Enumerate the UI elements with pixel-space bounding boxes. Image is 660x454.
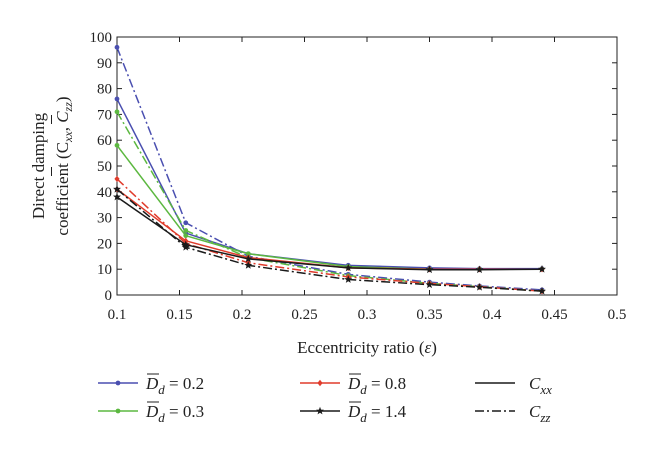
legend-style-item: Czz xyxy=(475,402,550,425)
legend-label: Dd = 0.8 xyxy=(347,374,406,397)
legend-style-item: Cxx xyxy=(475,374,552,397)
data-point xyxy=(344,275,353,283)
x-tick-label: 0.5 xyxy=(608,307,627,323)
data-point xyxy=(113,192,121,201)
x-tick-label: 0.25 xyxy=(291,307,317,323)
legend-swatch-marker xyxy=(317,379,323,387)
data-point xyxy=(113,185,121,193)
data-point xyxy=(344,263,353,272)
data-point xyxy=(114,109,120,115)
data-point xyxy=(114,44,120,50)
x-tick-label: 0.1 xyxy=(108,307,127,323)
y-tick-label: 30 xyxy=(97,211,112,227)
data-point xyxy=(425,265,434,274)
legend-label: Dd = 1.4 xyxy=(347,402,407,425)
data-point xyxy=(183,228,189,233)
data-point xyxy=(245,251,251,257)
legend-label: Dd = 0.3 xyxy=(145,402,204,425)
x-axis-title: Eccentricity ratio (ε) xyxy=(297,338,437,357)
legend-item: Dd = 0.8 xyxy=(300,373,406,397)
y-tick-label: 40 xyxy=(97,185,112,201)
data-point xyxy=(114,175,120,183)
legend-style-label: Cxx xyxy=(529,374,552,397)
series-7-czz xyxy=(113,185,546,295)
data-point xyxy=(425,280,434,289)
x-tick-label: 0.4 xyxy=(483,307,502,323)
data-point xyxy=(538,265,546,273)
y-axis-title: Direct damping coefficient (Cxx, Czz) xyxy=(29,96,75,235)
data-point xyxy=(538,286,546,295)
legend-swatch-marker xyxy=(316,406,324,415)
data-point xyxy=(475,265,484,274)
data-point xyxy=(181,243,190,251)
data-point xyxy=(475,283,484,291)
legend-swatch-marker xyxy=(115,408,121,414)
data-point xyxy=(183,233,189,239)
y-axis-title-line1: Direct damping xyxy=(29,112,48,219)
legend-label: Dd = 0.2 xyxy=(145,374,204,397)
legend-item: Dd = 1.4 xyxy=(300,401,407,425)
axis-ticks: 0.1 0.15 0.2 0.25 0.3 0.35 0.4 0.45 0.5 0 10 20 30 40… xyxy=(90,30,627,323)
legend-style-label: Czz xyxy=(529,402,550,425)
data-point xyxy=(183,220,189,226)
plot-area xyxy=(116,36,618,296)
data-point xyxy=(244,254,253,263)
y-tick-label: 50 xyxy=(97,159,112,175)
x-tick-label: 0.15 xyxy=(166,307,192,323)
y-tick-label: 60 xyxy=(97,133,112,149)
legend-swatch-marker xyxy=(115,380,121,386)
data-point xyxy=(114,142,120,148)
x-tick-label: 0.2 xyxy=(233,307,252,323)
legend-item: Dd = 0.3 xyxy=(98,401,204,425)
series-layer xyxy=(113,44,546,295)
data-point xyxy=(114,96,120,102)
y-tick-label: 0 xyxy=(105,288,113,304)
y-tick-label: 20 xyxy=(97,236,112,252)
y-tick-label: 100 xyxy=(90,30,113,46)
legend: Dd = 0.2 Dd = 0.3 Dd = 0.8 Dd = 1.4 Cxx Czz xyxy=(98,373,552,425)
x-tick-label: 0.35 xyxy=(416,307,442,323)
legend-item: Dd = 0.2 xyxy=(98,373,204,397)
y-tick-label: 80 xyxy=(97,82,112,98)
y-tick-label: 70 xyxy=(97,107,112,123)
y-tick-label: 90 xyxy=(97,56,112,72)
plot-frame xyxy=(116,36,618,296)
y-axis-title-line2: coefficient (Cxx, Czz) xyxy=(53,96,75,235)
x-tick-label: 0.45 xyxy=(541,307,567,323)
y-tick-label: 10 xyxy=(97,262,112,278)
data-point xyxy=(244,261,253,269)
x-tick-label: 0.3 xyxy=(358,307,377,323)
